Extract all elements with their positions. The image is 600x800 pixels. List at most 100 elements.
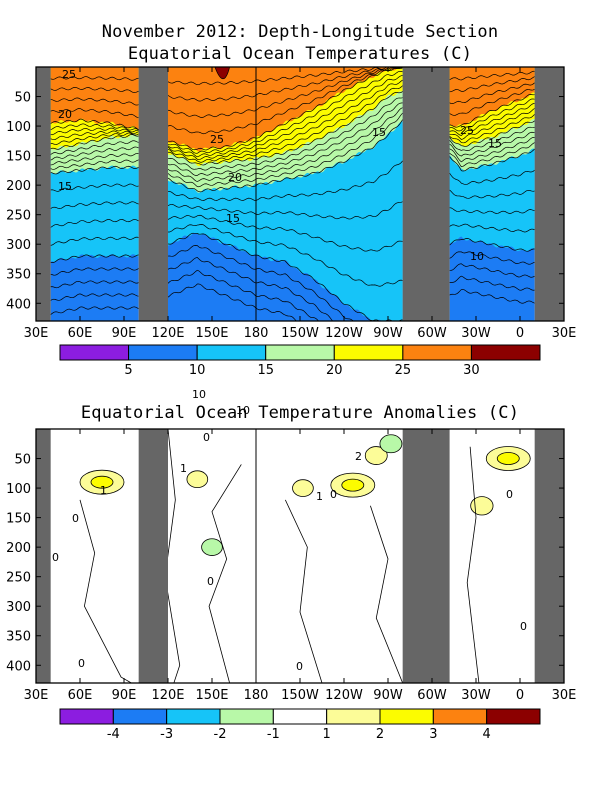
temp-colorbar-swatch — [59, 344, 130, 361]
isotherm-line — [449, 126, 535, 151]
anom-x-tick-label: 60E — [68, 688, 93, 703]
isotherm-line — [50, 127, 139, 136]
temp-land-mask-3 — [534, 67, 564, 321]
temp-y-tick-label: 200 — [6, 179, 31, 194]
anom-land-mask-1 — [138, 429, 168, 683]
isotherm-line — [50, 254, 139, 263]
isotherm-line — [449, 108, 535, 140]
anom-x-tick-label: 90W — [373, 688, 403, 703]
anom-contour-label: 2 — [355, 450, 362, 463]
isotherm-line — [167, 245, 354, 321]
anom-colorbar-swatch — [272, 708, 328, 725]
isotherm-line — [167, 119, 403, 193]
isotherm-line — [50, 140, 139, 155]
anom-x-tick-label: 120W — [325, 688, 363, 703]
temp-contour-label: 15 — [58, 180, 72, 193]
isotherm-line — [449, 251, 535, 265]
anom-contour-label: 0 — [506, 488, 513, 501]
temp-colorbar-swatch — [470, 344, 541, 361]
temp-x-tick-label: 180 — [244, 326, 269, 341]
isotherm-line — [449, 137, 535, 163]
temp-colorbar-swatch — [402, 344, 472, 361]
isotherm-line — [50, 159, 139, 170]
temp-x-tick-label: 60W — [417, 326, 447, 341]
anom-contour-label: 0 — [52, 551, 59, 564]
isotherm-line — [50, 219, 139, 228]
isotherm-line — [449, 142, 535, 168]
anom-colorbar-label: -4 — [107, 727, 120, 742]
temp-band-t25-0 — [50, 67, 139, 130]
anom-y-tick-label: 300 — [6, 600, 31, 615]
isotherm-line — [50, 236, 139, 246]
temp-x-tick-label: 90E — [112, 326, 137, 341]
temp-contour-label: 10 — [470, 250, 484, 263]
temp-colorbar-label: 25 — [395, 363, 412, 378]
anom-x-tick-label: 30E — [552, 688, 577, 703]
isotherm-line — [50, 201, 139, 209]
anom-contour-label: 1 — [180, 462, 187, 475]
isotherm-line — [449, 103, 535, 136]
isotherm-line — [449, 131, 535, 157]
anom-colorbar-swatch — [432, 708, 488, 725]
anom-colorbar-label: 4 — [483, 727, 491, 742]
isotherm-line — [50, 108, 139, 119]
temp-contour-label: 10 — [236, 404, 250, 417]
anom-y-tick-label: 50 — [14, 453, 31, 468]
temp-colorbar-label: 10 — [189, 363, 206, 378]
isotherm-line — [167, 102, 403, 176]
anom-y-tick-label: 200 — [6, 541, 31, 556]
zero-anomaly-contour — [208, 464, 242, 683]
anom-x-tick-label: 120E — [151, 688, 184, 703]
anom-contour-label: 0 — [296, 660, 303, 673]
isotherm-line — [449, 238, 535, 252]
isotherm-line — [167, 67, 403, 102]
isotherm-line — [449, 169, 535, 185]
isotherm-line — [167, 232, 403, 321]
isotherm-line — [167, 160, 403, 201]
temp-contour-label: 25 — [210, 133, 224, 146]
anom-colorbar-swatch — [379, 708, 434, 725]
anomaly-chart-title: Equatorial Ocean Temperature Anomalies (… — [80, 403, 520, 423]
isotherm-line — [50, 97, 139, 106]
temp-colorbar-label: 30 — [463, 363, 480, 378]
anomaly-blob — [292, 479, 314, 497]
anom-colorbar-label: 1 — [323, 727, 331, 742]
temp-colorbar-label: 5 — [124, 363, 132, 378]
anom-y-tick-label: 350 — [6, 630, 31, 645]
temp-contour-label: 15 — [372, 126, 386, 139]
anom-x-tick-label: 90E — [112, 688, 137, 703]
anomaly-panel: 30E 60E 90E 120E 150E 180 150W 120W 90W 60W 30W 0 30… — [6, 428, 577, 703]
anomaly-blob — [186, 470, 209, 489]
isotherm-line — [167, 269, 319, 321]
anom-x-tick-label: 180 — [244, 688, 269, 703]
anomaly-blob — [379, 434, 403, 454]
isotherm-line — [449, 289, 535, 304]
isotherm-line — [50, 123, 139, 131]
isotherm-line — [167, 112, 403, 188]
isotherm-line — [50, 306, 139, 315]
anom-colorbar-swatch — [326, 708, 381, 725]
temp-y-tick-label: 250 — [6, 209, 31, 224]
zero-anomaly-contour — [79, 499, 132, 683]
anom-x-tick-label: 30W — [461, 688, 491, 703]
anom-colorbar-swatch — [219, 708, 274, 725]
isotherm-line — [50, 132, 139, 145]
temp-x-tick-label: 30W — [461, 326, 491, 341]
anom-x-tick-label: 150W — [281, 688, 319, 703]
isotherm-line — [449, 98, 535, 132]
anom-contour-label: 0 — [203, 431, 210, 444]
temperature-panel: 30E 60E 90E 120E 150E 180 150W 120W 90W 60W 30W 0 30… — [6, 66, 576, 417]
anomaly-blob — [201, 538, 223, 556]
isotherm-line — [167, 201, 403, 220]
anom-x-tick-label: 150E — [195, 688, 228, 703]
anomaly-colorbar: -4 -3 -2 -1 1 2 3 4 — [59, 708, 541, 742]
isotherm-line — [50, 293, 139, 301]
isotherm-line — [449, 148, 535, 172]
isotherm-line — [449, 70, 535, 81]
anom-land-mask-3 — [534, 429, 564, 683]
anomaly-blob — [364, 446, 388, 465]
temp-contour-label: 15 — [226, 212, 240, 225]
temp-x-tick-label: 150W — [281, 326, 319, 341]
anom-colorbar-swatch — [166, 708, 221, 725]
temp-colorbar-label: 15 — [257, 363, 274, 378]
